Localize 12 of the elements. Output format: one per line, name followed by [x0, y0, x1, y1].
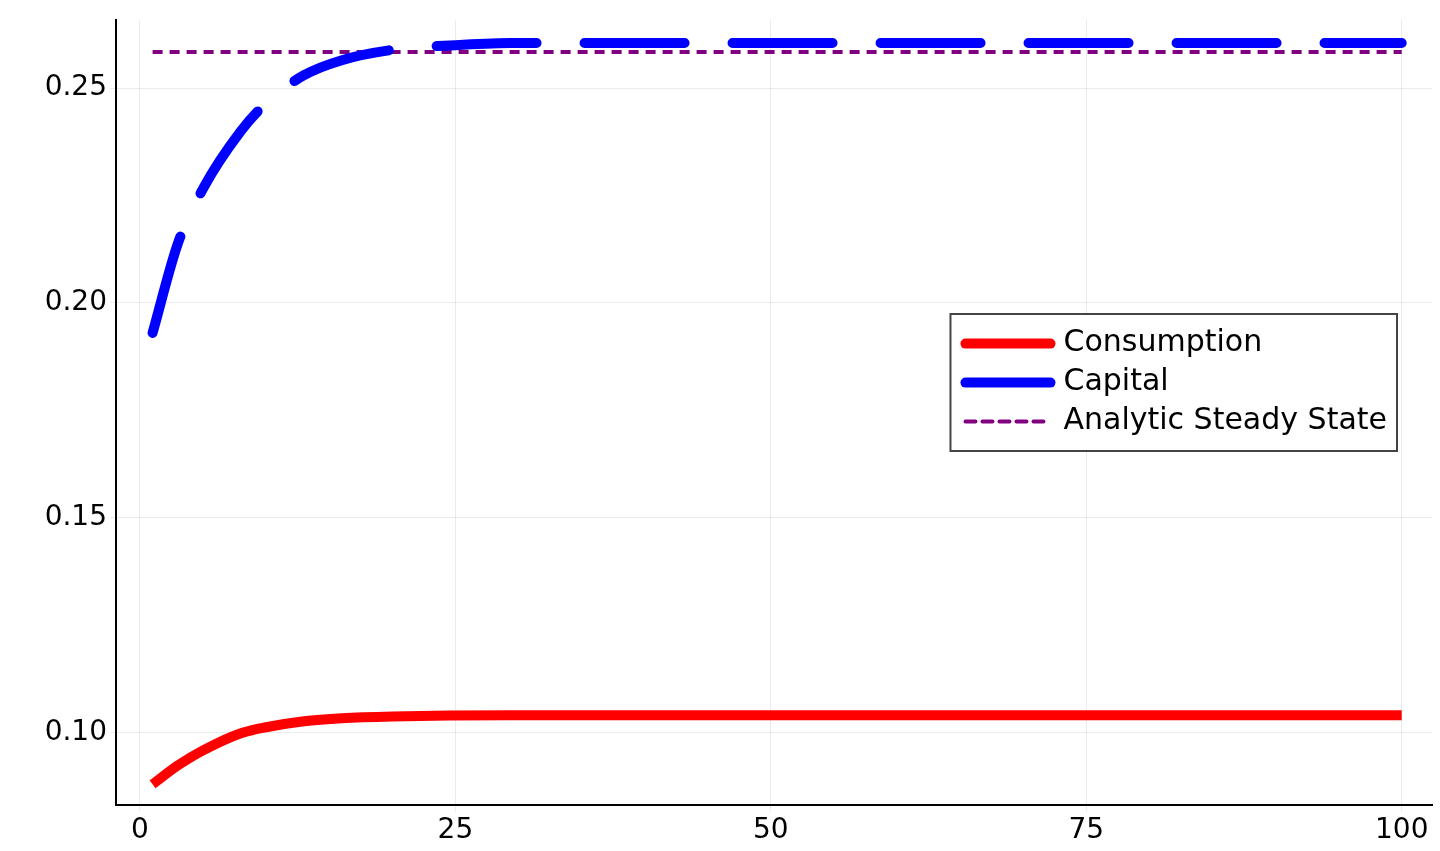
x-tick-label: 25	[437, 812, 474, 846]
legend-label: Analytic Steady State	[1063, 401, 1388, 437]
x-tick-label: 50	[753, 812, 789, 846]
y-tick-label: 0.10	[44, 713, 107, 747]
legend-label: Capital	[1063, 362, 1169, 398]
x-tick-label: 100	[1374, 812, 1429, 846]
x-tick-label: 75	[1068, 812, 1105, 846]
y-tick-label: 0.15	[44, 498, 107, 532]
legend-label: Consumption	[1063, 323, 1263, 359]
x-tick-label: 0	[131, 812, 149, 846]
y-tick-label: 0.25	[44, 69, 107, 103]
y-tick-label: 0.20	[44, 284, 107, 318]
